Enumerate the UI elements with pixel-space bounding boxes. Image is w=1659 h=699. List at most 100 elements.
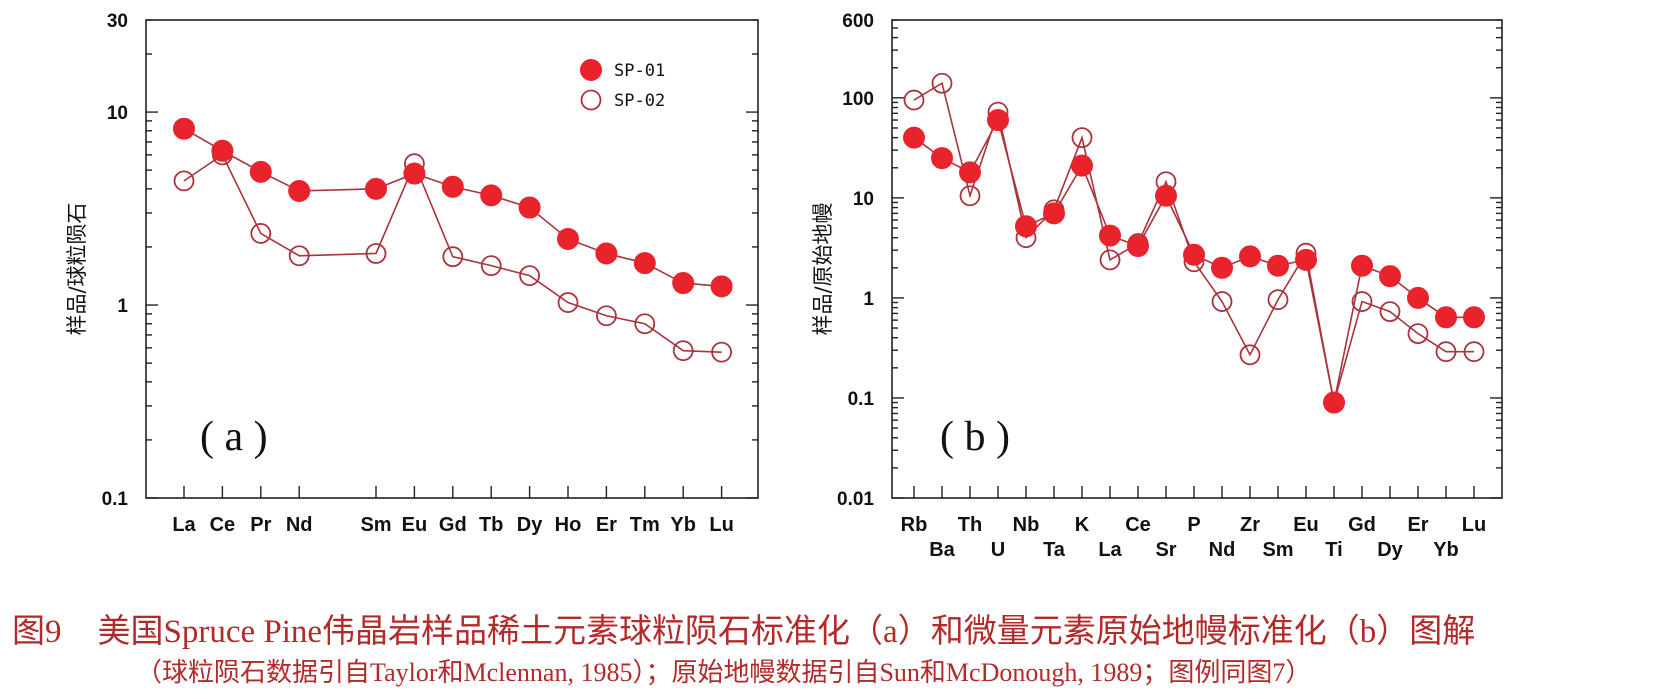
data-point-sp-01-b — [1463, 306, 1485, 329]
data-point-sp-02-b — [1071, 127, 1093, 149]
x-tick-label-b: Lu — [1462, 514, 1486, 536]
y-tick-label-a: 1 — [117, 296, 128, 317]
data-point-sp-02-a — [365, 243, 387, 264]
x-tick-label-b: Rb — [901, 514, 928, 536]
data-point-sp-01-b — [1435, 306, 1457, 329]
panel-label-a: ( a ) — [200, 414, 268, 460]
data-point-sp-01-b — [931, 147, 953, 170]
x-tick-label-b: Ta — [1043, 539, 1066, 561]
data-point-sp-02-a — [711, 341, 732, 363]
y-tick-label-b: 600 — [842, 11, 874, 32]
data-point-sp-01-a — [595, 242, 618, 265]
x-tick-label-b: Eu — [1293, 514, 1319, 536]
data-point-sp-01-b — [1155, 184, 1177, 207]
data-point-sp-01-b — [1351, 254, 1373, 277]
y-tick-label-b: 10 — [853, 189, 874, 210]
data-point-sp-01-a — [365, 177, 387, 200]
data-point-sp-02-a — [442, 246, 464, 268]
legend-label-sp-01: SP-01 — [614, 61, 665, 81]
data-point-sp-01-b — [1071, 154, 1093, 177]
data-point-sp-02-b — [903, 89, 925, 111]
data-point-sp-01-b — [1099, 224, 1121, 247]
data-point-sp-02-b — [931, 72, 953, 94]
data-point-sp-01-b — [1043, 202, 1065, 225]
x-tick-label-a: Yb — [670, 514, 696, 536]
plot-frame-a — [145, 19, 759, 499]
data-point-sp-02-a — [672, 340, 694, 362]
data-point-sp-01-b — [959, 161, 981, 184]
figure-caption: 图9 美国Spruce Pine伟晶岩样品稀土元素球粒陨石标准化（a）和微量元素原… — [12, 604, 1659, 652]
x-tick-label-a: Pr — [250, 514, 271, 536]
x-tick-label-b: K — [1075, 514, 1090, 536]
data-point-sp-02-b — [1435, 341, 1457, 363]
data-point-sp-01-b — [903, 126, 925, 149]
x-tick-label-b: Nd — [1209, 539, 1236, 561]
data-point-sp-01-a — [403, 162, 426, 185]
data-point-sp-02-b — [1267, 289, 1289, 311]
data-point-sp-02-b — [1379, 301, 1401, 322]
data-point-sp-02-a — [288, 245, 310, 267]
data-point-sp-02-a — [173, 170, 195, 192]
data-point-sp-01-a — [249, 160, 272, 183]
x-tick-label-b: Sm — [1262, 539, 1293, 561]
x-tick-label-b: Ce — [1125, 514, 1151, 536]
x-tick-label-a: Er — [596, 514, 617, 536]
panel-a-chart: 30 10 1 0.1 La Ce Pr Nd Sm Eu Gd Tb Dy Ho Er Tm Yb Lu 样品/球… — [65, 11, 759, 536]
data-point-sp-02-a — [519, 265, 540, 287]
x-tick-label-a: Tm — [630, 514, 660, 536]
series-line-sp-02-a — [183, 153, 722, 353]
legend-marker-sp-01 — [580, 59, 602, 81]
x-tick-label-a: La — [172, 514, 196, 536]
figure-caption-note: （球粒陨石数据引自Taylor和Mclennan, 1985）；原始地幔数据引自… — [136, 658, 1312, 687]
figure-number: 图9 — [12, 614, 62, 650]
x-tick-label-b: Th — [958, 514, 982, 536]
data-point-sp-02-a — [250, 223, 272, 244]
series-line-sp-02-b — [913, 81, 1474, 403]
data-point-sp-01-a — [633, 252, 656, 275]
data-point-sp-01-b — [1295, 248, 1317, 271]
data-point-sp-01-b — [987, 109, 1009, 132]
data-point-sp-02-a — [634, 313, 656, 335]
data-point-sp-02-b — [1099, 249, 1121, 271]
x-tick-label-b: P — [1187, 514, 1200, 536]
x-tick-label-b: La — [1098, 539, 1122, 561]
panel-label-b: ( b ) — [940, 414, 1010, 460]
data-point-sp-01-b — [1239, 245, 1261, 268]
x-tick-label-a: Lu — [709, 514, 733, 536]
legend-marker-sp-02 — [580, 89, 602, 111]
x-tick-label-a: Tb — [479, 514, 503, 536]
x-tick-label-b: Ba — [929, 539, 955, 561]
data-point-sp-01-b — [1267, 254, 1289, 277]
x-tick-label-b: Nb — [1013, 514, 1040, 536]
y-tick-label-b: 1 — [863, 289, 874, 310]
x-tick-label-b: Zr — [1240, 514, 1260, 536]
x-tick-label-a: Ce — [210, 514, 236, 536]
data-point-sp-01-b — [1127, 235, 1149, 258]
data-point-sp-01-b — [1379, 265, 1401, 288]
data-point-sp-02-b — [959, 185, 981, 207]
data-point-sp-02-b — [1463, 341, 1485, 363]
x-tick-label-b: Sr — [1155, 539, 1176, 561]
x-tick-label-a: Sm — [360, 514, 391, 536]
x-tick-label-b: U — [991, 539, 1005, 561]
legend-label-sp-02: SP-02 — [614, 91, 665, 111]
data-point-sp-01-a — [441, 175, 464, 198]
data-point-sp-01-a — [672, 272, 695, 295]
data-point-sp-02-a — [480, 255, 502, 277]
data-point-sp-01-b — [1183, 243, 1205, 266]
data-point-sp-01-a — [288, 179, 311, 202]
data-point-sp-01-a — [557, 227, 579, 250]
y-tick-label-b: 100 — [842, 89, 874, 110]
data-point-sp-02-b — [1239, 344, 1261, 366]
data-point-sp-02-b — [1211, 291, 1233, 312]
plot-frame-b — [891, 19, 1503, 499]
x-tick-label-b: Yb — [1433, 539, 1459, 561]
x-tick-label-a: Gd — [439, 514, 467, 536]
y-tick-label-a: 10 — [107, 103, 128, 124]
y-axis-label-a: 样品/球粒陨石 — [65, 202, 89, 335]
data-point-sp-02-a — [557, 292, 579, 313]
x-tick-label-a: Dy — [517, 514, 543, 536]
data-point-sp-01-a — [480, 184, 503, 207]
x-tick-label-a: Ho — [555, 514, 582, 536]
